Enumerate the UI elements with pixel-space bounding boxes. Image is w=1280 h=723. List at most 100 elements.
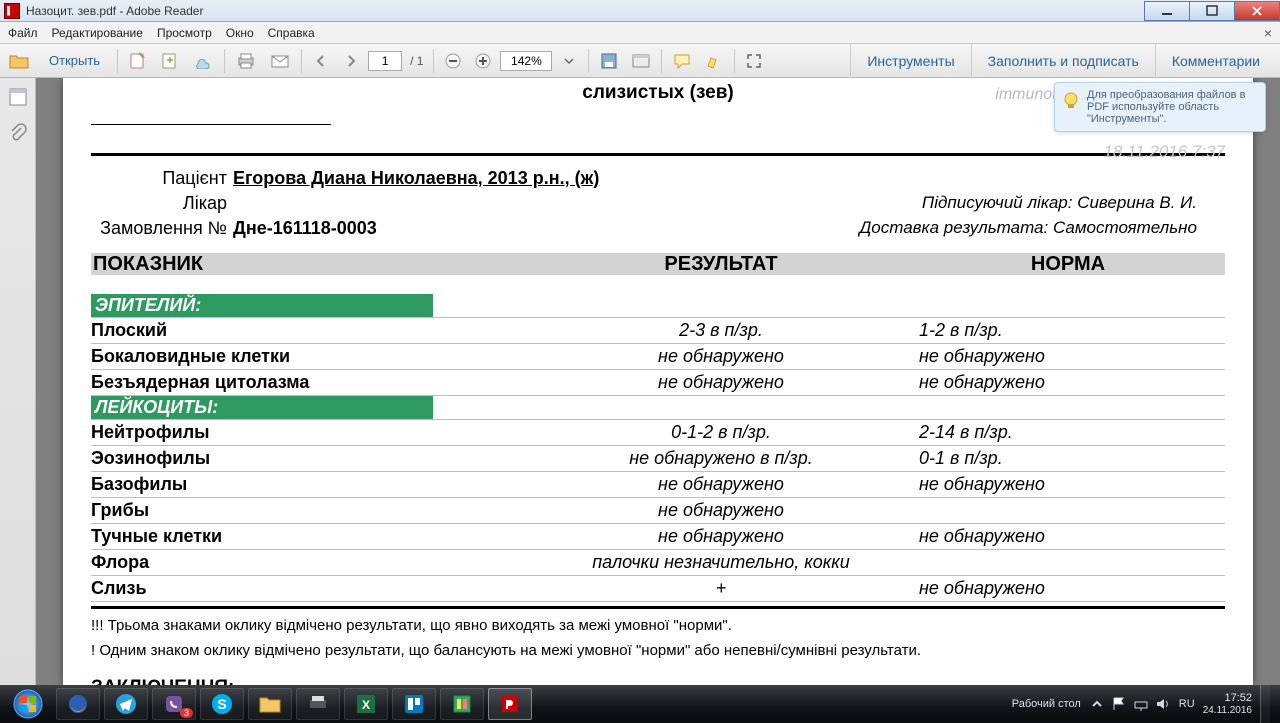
window-minimize-button[interactable] [1144, 1, 1190, 21]
conclusion-label: ЗАКЛЮЧЕННЯ: [91, 677, 1225, 685]
menubar: Файл Редактирование Просмотр Окно Справк… [0, 22, 1280, 44]
row-result: не обнаружено в п/зр. [531, 448, 911, 469]
table-row: Эозинофилыне обнаружено в п/зр.0-1 в п/з… [91, 446, 1225, 472]
taskbar-firefox[interactable] [56, 688, 100, 720]
section-leukocytes: ЛЕЙКОЦИТЫ: [91, 396, 433, 419]
left-sidebar [0, 78, 36, 685]
row-indicator: Слизь [91, 578, 531, 599]
row-indicator: Грибы [91, 500, 531, 521]
save-button[interactable] [595, 48, 623, 74]
taskbar-printer[interactable] [296, 688, 340, 720]
zoom-input[interactable] [500, 51, 552, 71]
footnote-1: !!! Трьома знаками оклику відмічено резу… [91, 617, 1225, 634]
menu-help[interactable]: Справка [266, 24, 317, 42]
taskbar-skype[interactable]: S [200, 688, 244, 720]
separator [224, 49, 225, 73]
clock-time: 17:52 [1203, 692, 1252, 705]
print-button[interactable] [231, 48, 261, 74]
row-indicator: Эозинофилы [91, 448, 531, 469]
col-result: РЕЗУЛЬТАТ [531, 253, 911, 276]
tray-network-icon[interactable] [1133, 696, 1149, 712]
zoom-out-button[interactable] [440, 48, 466, 74]
page-number-input[interactable] [368, 51, 402, 71]
table-row: Нейтрофилы0-1-2 в п/зр.2-14 в п/зр. [91, 419, 1225, 446]
svg-text:S: S [217, 696, 226, 712]
zoom-in-button[interactable] [470, 48, 496, 74]
row-result: не обнаружено [531, 500, 911, 521]
zoom-dropdown[interactable] [556, 48, 582, 74]
attachments-icon[interactable] [7, 122, 29, 144]
highlight-button[interactable] [700, 48, 728, 74]
taskbar-adobe-reader[interactable] [488, 688, 532, 720]
window-maximize-button[interactable] [1189, 1, 1235, 21]
document-close-button[interactable]: × [1260, 25, 1276, 41]
tray-up-icon[interactable] [1089, 696, 1105, 712]
taskbar-app[interactable] [440, 688, 484, 720]
patient-label: Пацієнт [91, 168, 233, 189]
pdf-page: слизистых (зев) immunotest.medlab@yandex… [63, 78, 1253, 685]
row-indicator: Бокаловидные клетки [91, 346, 531, 367]
language-indicator[interactable]: RU [1179, 698, 1195, 710]
tools-panel-button[interactable]: Инструменты [850, 44, 970, 78]
save-cloud-icon[interactable] [188, 48, 218, 74]
desktop-label[interactable]: Рабочий стол [1012, 698, 1081, 710]
row-result: 0-1-2 в п/зр. [531, 422, 911, 443]
row-indicator: Базофилы [91, 474, 531, 495]
separator [734, 49, 735, 73]
tooltip-text: Для преобразования файлов в PDF использу… [1087, 89, 1245, 125]
create-pdf-icon[interactable] [124, 48, 152, 74]
row-norm [911, 552, 1225, 573]
menu-view[interactable]: Просмотр [155, 24, 214, 42]
row-norm: 1-2 в п/зр. [911, 320, 1225, 341]
menu-edit[interactable]: Редактирование [50, 24, 145, 42]
tray-volume-icon[interactable] [1155, 696, 1171, 712]
row-norm: не обнаружено [911, 372, 1225, 393]
open-button[interactable]: Открыть [38, 48, 111, 74]
taskbar-excel[interactable]: X [344, 688, 388, 720]
table-row: Флорапалочки незначительно, кокки [91, 550, 1225, 576]
menu-window[interactable]: Окно [224, 24, 256, 42]
reading-mode-button[interactable] [627, 48, 655, 74]
show-desktop-button[interactable] [1260, 685, 1270, 723]
window-close-button[interactable] [1234, 1, 1280, 21]
row-norm: не обнаружено [911, 474, 1225, 495]
row-indicator: Плоский [91, 320, 531, 341]
toolbar: Открыть / 1 Инструменты Заполнить и подп… [0, 44, 1280, 78]
convert-pdf-icon[interactable] [156, 48, 184, 74]
window-titlebar: Назоцит. зев.pdf - Adobe Reader [0, 0, 1280, 22]
thumbnails-icon[interactable] [7, 86, 29, 108]
rule [91, 124, 331, 125]
menu-file[interactable]: Файл [6, 24, 40, 42]
taskbar-telegram[interactable] [104, 688, 148, 720]
comments-panel-button[interactable]: Комментарии [1155, 44, 1276, 78]
page-total: / 1 [406, 54, 427, 68]
doc-datetime: 18.11.2016 7:37 [1103, 142, 1225, 162]
fill-sign-panel-button[interactable]: Заполнить и подписать [971, 44, 1155, 78]
row-result: не обнаружено [531, 526, 911, 547]
window-title: Назоцит. зев.pdf - Adobe Reader [24, 4, 203, 18]
tray-flag-icon[interactable] [1111, 696, 1127, 712]
row-result: 2-3 в п/зр. [531, 320, 911, 341]
comment-note-button[interactable] [668, 48, 696, 74]
taskbar-clock[interactable]: 17:52 24.11.2016 [1203, 692, 1252, 716]
table-row: Грибыне обнаружено [91, 498, 1225, 524]
page-prev-button[interactable] [308, 48, 334, 74]
taskbar-trello[interactable] [392, 688, 436, 720]
row-norm: 0-1 в п/зр. [911, 448, 1225, 469]
row-indicator: Нейтрофилы [91, 422, 531, 443]
taskbar-explorer[interactable] [248, 688, 292, 720]
patient-value: Егорова Диана Николаевна, 2013 р.н., (ж) [233, 168, 599, 189]
pdf-viewport[interactable]: слизистых (зев) immunotest.medlab@yandex… [36, 78, 1280, 685]
page-next-button[interactable] [338, 48, 364, 74]
fullscreen-button[interactable] [741, 48, 767, 74]
row-result: не обнаружено [531, 474, 911, 495]
taskbar: S X Рабочий стол RU 17:52 24.11.2016 [0, 685, 1280, 723]
email-button[interactable] [265, 48, 295, 74]
start-button[interactable] [4, 687, 52, 721]
col-indicator: ПОКАЗНИК [91, 253, 531, 276]
row-result: палочки незначительно, кокки [531, 552, 911, 573]
taskbar-viber[interactable] [152, 688, 196, 720]
open-button-icon[interactable] [4, 48, 34, 74]
column-headers: ПОКАЗНИК РЕЗУЛЬТАТ НОРМА [91, 253, 1225, 276]
rule-thick [91, 153, 1225, 156]
